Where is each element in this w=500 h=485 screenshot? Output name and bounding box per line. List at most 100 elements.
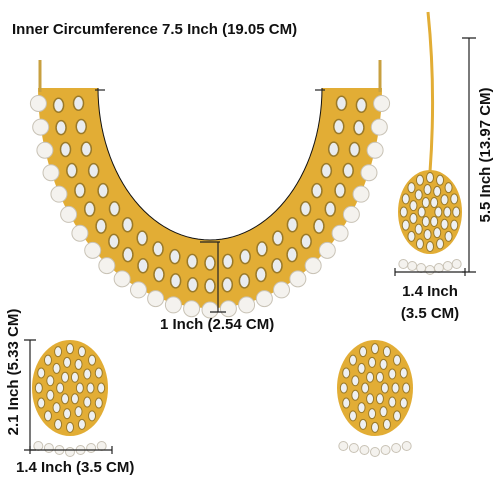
kundan-stone bbox=[75, 118, 87, 135]
kundan-stone bbox=[414, 189, 423, 201]
kundan-stone bbox=[136, 230, 148, 246]
jewelry-art bbox=[29, 11, 462, 457]
pearl bbox=[71, 224, 89, 242]
tikka-width-inch: 1.4 Inch bbox=[402, 283, 458, 300]
kundan-stone bbox=[255, 266, 267, 283]
kundan-stone bbox=[88, 354, 97, 366]
kundan-stone bbox=[368, 408, 377, 420]
pearl-drop bbox=[348, 443, 359, 453]
kundan-stone bbox=[286, 246, 298, 263]
kundan-stone bbox=[186, 253, 199, 270]
kundan-stone bbox=[421, 197, 430, 209]
kundan-stone bbox=[399, 206, 408, 218]
kundan-stone bbox=[59, 141, 72, 158]
pearl bbox=[164, 296, 182, 314]
kundan-stone bbox=[348, 354, 357, 366]
kundan-stone bbox=[121, 216, 134, 233]
kundan-stone bbox=[74, 182, 86, 199]
kundan-stone bbox=[54, 346, 63, 358]
kundan-stone bbox=[61, 393, 70, 405]
kundan-stone bbox=[88, 410, 97, 422]
depth-label: 1 Inch (2.54 CM) bbox=[160, 316, 274, 333]
kundan-stone bbox=[433, 227, 442, 239]
kundan-stone bbox=[97, 182, 109, 199]
kundan-stone bbox=[351, 389, 360, 401]
kundan-stone bbox=[87, 162, 100, 179]
pearl bbox=[342, 205, 360, 223]
kundan-stone bbox=[399, 397, 408, 409]
kundan-stone bbox=[388, 396, 397, 408]
pearl-drop bbox=[380, 445, 391, 455]
kundan-stone bbox=[366, 371, 375, 383]
kundan-stone bbox=[70, 393, 79, 405]
kundan-stone bbox=[272, 230, 284, 246]
kundan-stone bbox=[355, 97, 368, 114]
pearl bbox=[273, 281, 291, 299]
kundan-stone bbox=[371, 421, 379, 433]
tikka-width-line bbox=[394, 268, 466, 276]
pearl-drop bbox=[338, 441, 349, 451]
kundan-stone bbox=[426, 172, 434, 184]
kundan-stone bbox=[70, 371, 79, 383]
pearl bbox=[84, 241, 102, 259]
earring-left bbox=[32, 340, 108, 436]
tikka-height-label: 5.5 Inch (13.97 CM) bbox=[477, 87, 494, 222]
kundan-stone bbox=[80, 141, 93, 157]
kundan-stone bbox=[34, 382, 43, 394]
kundan-stone bbox=[122, 246, 134, 263]
kundan-stone bbox=[409, 200, 418, 212]
earring-width-label: 1.4 Inch (3.5 CM) bbox=[16, 459, 134, 476]
kundan-stone bbox=[238, 273, 251, 289]
kundan-stone bbox=[359, 418, 368, 430]
kundan-stone bbox=[382, 346, 391, 358]
pearl-drop bbox=[433, 263, 444, 273]
kundan-stone bbox=[335, 95, 348, 112]
kundan-stone bbox=[430, 215, 439, 227]
pearl bbox=[370, 118, 388, 136]
circumference-label: Inner Circumference 7.5 Inch (19.05 CM) bbox=[12, 21, 297, 38]
pearl bbox=[366, 141, 384, 159]
kundan-stone bbox=[56, 382, 65, 394]
pearl bbox=[255, 290, 273, 308]
kundan-stone bbox=[342, 367, 351, 379]
pearl-drop bbox=[370, 447, 380, 457]
kundan-stone bbox=[415, 174, 424, 186]
kundan-stone bbox=[186, 276, 199, 293]
kundan-stone bbox=[375, 371, 384, 383]
pearl bbox=[129, 281, 147, 299]
kundan-stone bbox=[256, 241, 268, 257]
kundan-stone bbox=[61, 371, 70, 383]
kundan-stone bbox=[433, 185, 442, 197]
kundan-stone bbox=[55, 119, 67, 136]
kundan-stone bbox=[452, 206, 461, 218]
kundan-stone bbox=[221, 276, 234, 293]
kundan-stone bbox=[95, 218, 107, 234]
kundan-stone bbox=[37, 397, 46, 409]
kundan-stone bbox=[440, 218, 449, 230]
kundan-stone bbox=[327, 141, 340, 157]
kundan-stone bbox=[379, 406, 388, 418]
kundan-stone bbox=[414, 223, 423, 235]
pearl-drop bbox=[391, 443, 402, 453]
kundan-stone bbox=[399, 367, 408, 379]
pearl-drop bbox=[359, 445, 370, 455]
kundan-stone bbox=[63, 408, 72, 420]
kundan-stone bbox=[388, 368, 397, 380]
tikka-height-line bbox=[462, 37, 476, 273]
kundan-stone bbox=[380, 382, 389, 394]
kundan-stone bbox=[108, 233, 120, 250]
pearl bbox=[42, 164, 60, 182]
kundan-stone bbox=[353, 119, 365, 136]
kundan-stone bbox=[66, 343, 74, 355]
kundan-stone bbox=[393, 354, 402, 366]
kundan-stone bbox=[324, 201, 337, 217]
tikka-chain bbox=[426, 11, 435, 173]
kundan-stone bbox=[450, 193, 459, 205]
kundan-stone bbox=[402, 382, 411, 394]
pearl bbox=[373, 94, 391, 112]
kundan-stone bbox=[271, 257, 283, 274]
kundan-stone bbox=[401, 193, 410, 205]
kundan-stone bbox=[366, 393, 375, 405]
pearl bbox=[318, 241, 336, 259]
